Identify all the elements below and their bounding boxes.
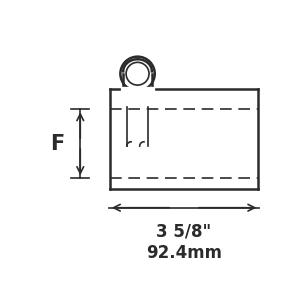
Text: F: F — [51, 134, 65, 154]
Text: 3 5/8": 3 5/8" — [156, 222, 212, 241]
Text: 92.4mm: 92.4mm — [146, 244, 222, 262]
